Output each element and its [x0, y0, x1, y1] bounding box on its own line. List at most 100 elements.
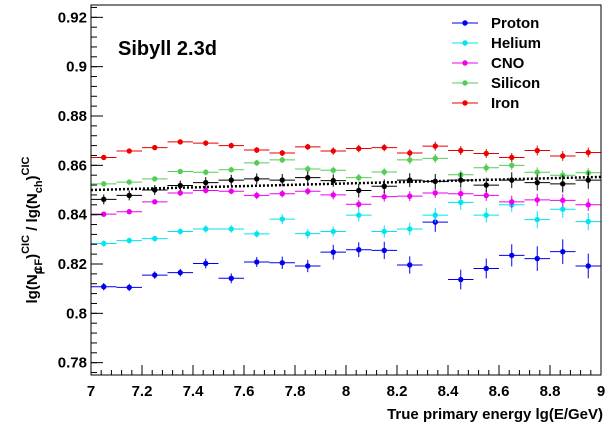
data-point	[407, 193, 413, 199]
data-point	[534, 255, 540, 262]
data-point	[407, 226, 413, 232]
data-point	[152, 272, 158, 278]
y-title-mu: μ	[33, 268, 45, 275]
series-cno	[91, 187, 601, 217]
data-point	[101, 283, 107, 290]
data-point	[279, 191, 285, 197]
legend-marker	[462, 40, 468, 46]
data-point	[330, 167, 336, 173]
legend-label: CNO	[491, 55, 525, 72]
y-title-cf: CF	[33, 259, 45, 274]
y-tick-label: 0.82	[58, 256, 87, 273]
data-point	[330, 228, 336, 235]
data-point	[330, 177, 336, 184]
data-point	[432, 155, 438, 162]
axis-ticks: 7 7.2 7.4 7.6 7.8 8 8.2 8.4 8.6 8.8 9 0.78 0.8 0.82 0.…	[58, 6, 605, 400]
data-point	[305, 263, 311, 269]
data-point	[407, 262, 413, 268]
legend-marker	[462, 80, 468, 86]
data-point	[534, 197, 540, 203]
series-silicon	[91, 153, 601, 187]
data-point	[203, 260, 209, 267]
data-point	[381, 183, 387, 189]
data-point	[279, 157, 285, 163]
x-tick-label: 7.2	[132, 383, 153, 400]
legend-marker	[462, 20, 468, 26]
legend-entry-iron: Iron	[452, 95, 519, 112]
data-point	[126, 237, 132, 244]
data-point	[305, 174, 311, 181]
data-point	[101, 211, 107, 217]
data-point	[177, 139, 183, 145]
data-layer	[90, 139, 602, 292]
model-annotation: Sibyll 2.3d	[118, 38, 217, 60]
data-point	[534, 179, 540, 186]
y-tick-label: 0.88	[58, 108, 87, 125]
series-iron	[91, 139, 601, 162]
data-point	[177, 228, 183, 235]
x-tick-label: 8.8	[540, 383, 561, 400]
legend-label: Silicon	[491, 75, 540, 92]
data-point	[483, 165, 489, 171]
y-title-lg-open: lg(N	[24, 274, 41, 303]
data-point	[126, 179, 132, 185]
data-point	[458, 199, 464, 206]
data-point	[279, 216, 285, 222]
data-point	[356, 212, 362, 218]
y-tick-label: 0.86	[58, 157, 87, 174]
data-point	[126, 209, 132, 215]
x-tick-label: 8.6	[489, 383, 510, 400]
data-point	[203, 169, 209, 175]
data-point	[458, 276, 464, 283]
data-point	[407, 150, 413, 156]
data-point	[381, 144, 387, 151]
data-point	[279, 150, 285, 156]
data-point	[381, 247, 387, 254]
data-point	[483, 192, 489, 199]
data-point	[458, 147, 464, 154]
x-tick-label: 7	[87, 383, 95, 400]
data-point	[483, 265, 489, 272]
y-title-slash: / lg(N	[24, 193, 41, 235]
data-point	[330, 148, 336, 154]
y-tick-label: 0.92	[58, 9, 87, 26]
data-point	[330, 192, 336, 198]
data-point	[228, 167, 234, 173]
data-point	[177, 182, 183, 189]
legend-entry-cno: CNO	[452, 55, 525, 72]
data-point	[152, 144, 158, 151]
data-point	[381, 193, 387, 200]
x-tick-label: 8.2	[387, 383, 408, 400]
x-tick-label: 7.4	[183, 383, 205, 400]
data-point	[381, 228, 387, 235]
y-tick-label: 0.84	[58, 207, 88, 224]
data-point	[126, 284, 132, 291]
legend-marker	[462, 60, 468, 66]
data-point	[152, 235, 158, 242]
data-point	[483, 182, 489, 188]
legend-entry-helium: Helium	[452, 35, 541, 52]
data-point	[356, 174, 362, 181]
y-title-cic1: CIC	[20, 235, 32, 254]
data-point	[228, 142, 234, 149]
data-point	[509, 162, 515, 169]
y-tick-label: 0.9	[66, 59, 87, 76]
x-tick-label: 7.8	[285, 383, 306, 400]
x-axis-title: True primary energy lg(E/GeV)	[387, 406, 603, 423]
data-point	[254, 160, 260, 166]
legend-label: Helium	[491, 35, 541, 52]
data-point	[560, 248, 566, 255]
data-point	[509, 199, 515, 205]
series-proton	[91, 212, 601, 292]
legend-label: Proton	[491, 15, 539, 32]
data-point	[356, 246, 362, 253]
data-point	[152, 176, 158, 182]
data-point	[560, 153, 566, 159]
y-title-close2: )	[24, 175, 41, 180]
y-title-cic2: CIC	[20, 156, 32, 175]
data-point	[483, 150, 489, 157]
data-point	[407, 157, 413, 163]
data-point	[585, 177, 591, 183]
data-point	[228, 275, 234, 282]
